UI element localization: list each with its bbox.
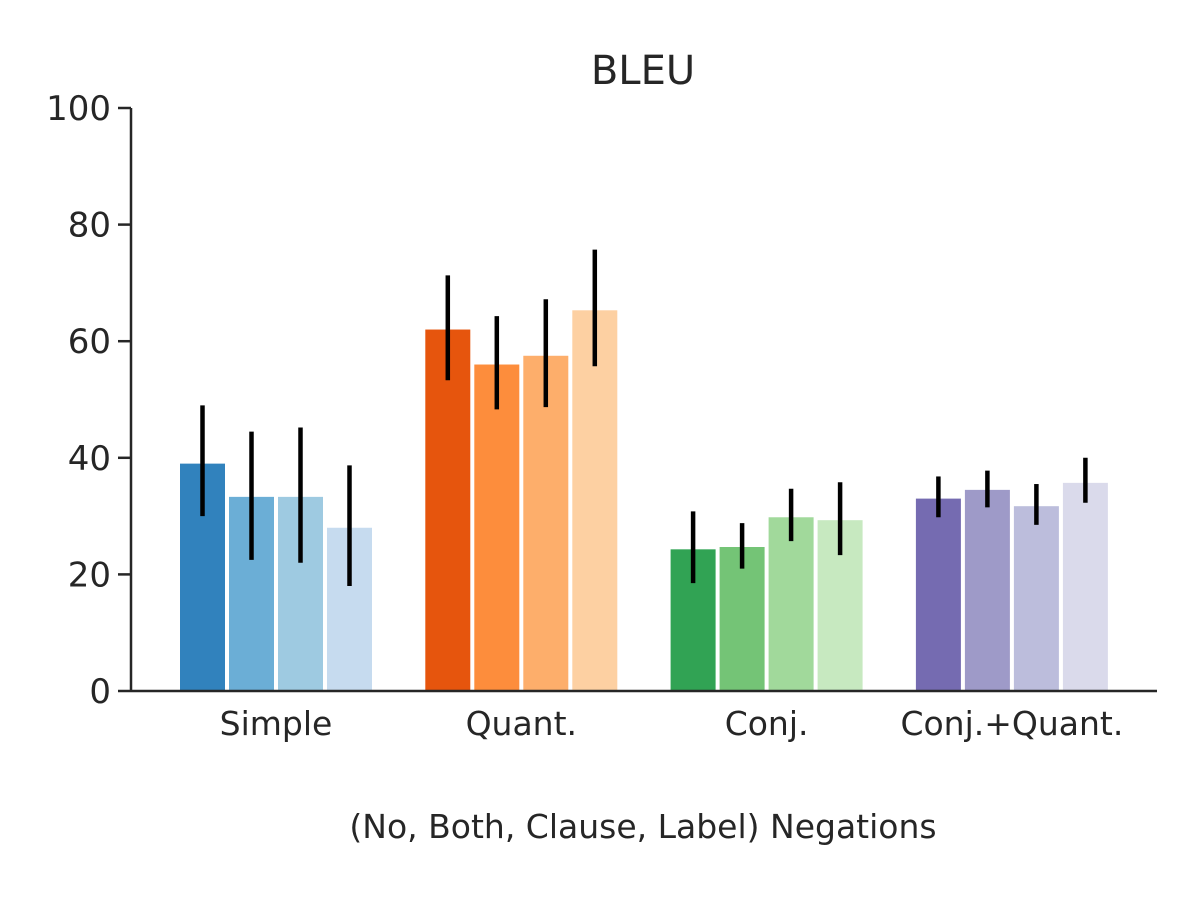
bar [768, 517, 814, 691]
y-ticks: 0 20 40 60 80 100 [46, 89, 131, 712]
x-category-labels: Simple Quant. Conj. Conj.+Quant. [220, 704, 1124, 743]
bar [425, 329, 471, 691]
x-category-label: Conj.+Quant. [900, 704, 1123, 743]
bar [1013, 506, 1059, 691]
bar [523, 355, 569, 691]
bar [964, 489, 1010, 691]
bar [474, 364, 520, 691]
y-tick-label: 0 [89, 672, 111, 712]
bar [915, 498, 961, 691]
bar [572, 310, 618, 691]
x-axis-label: (No, Both, Clause, Label) Negations [349, 807, 936, 846]
x-category-label: Quant. [466, 704, 577, 743]
bars-layer [180, 310, 1108, 691]
y-tick-label: 60 [68, 322, 111, 362]
x-category-label: Conj. [725, 704, 809, 743]
y-tick-label: 40 [68, 439, 111, 479]
bar [719, 546, 765, 691]
y-tick-label: 20 [68, 555, 111, 595]
x-category-label: Simple [220, 704, 333, 743]
y-tick-label: 100 [46, 89, 111, 129]
error-bars-layer [200, 249, 1088, 587]
y-tick-label: 80 [68, 206, 111, 246]
bar [1062, 482, 1108, 691]
chart-title: BLEU [591, 48, 695, 94]
